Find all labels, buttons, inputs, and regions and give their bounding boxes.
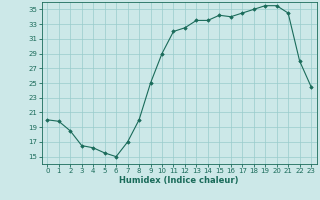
X-axis label: Humidex (Indice chaleur): Humidex (Indice chaleur)	[119, 176, 239, 185]
